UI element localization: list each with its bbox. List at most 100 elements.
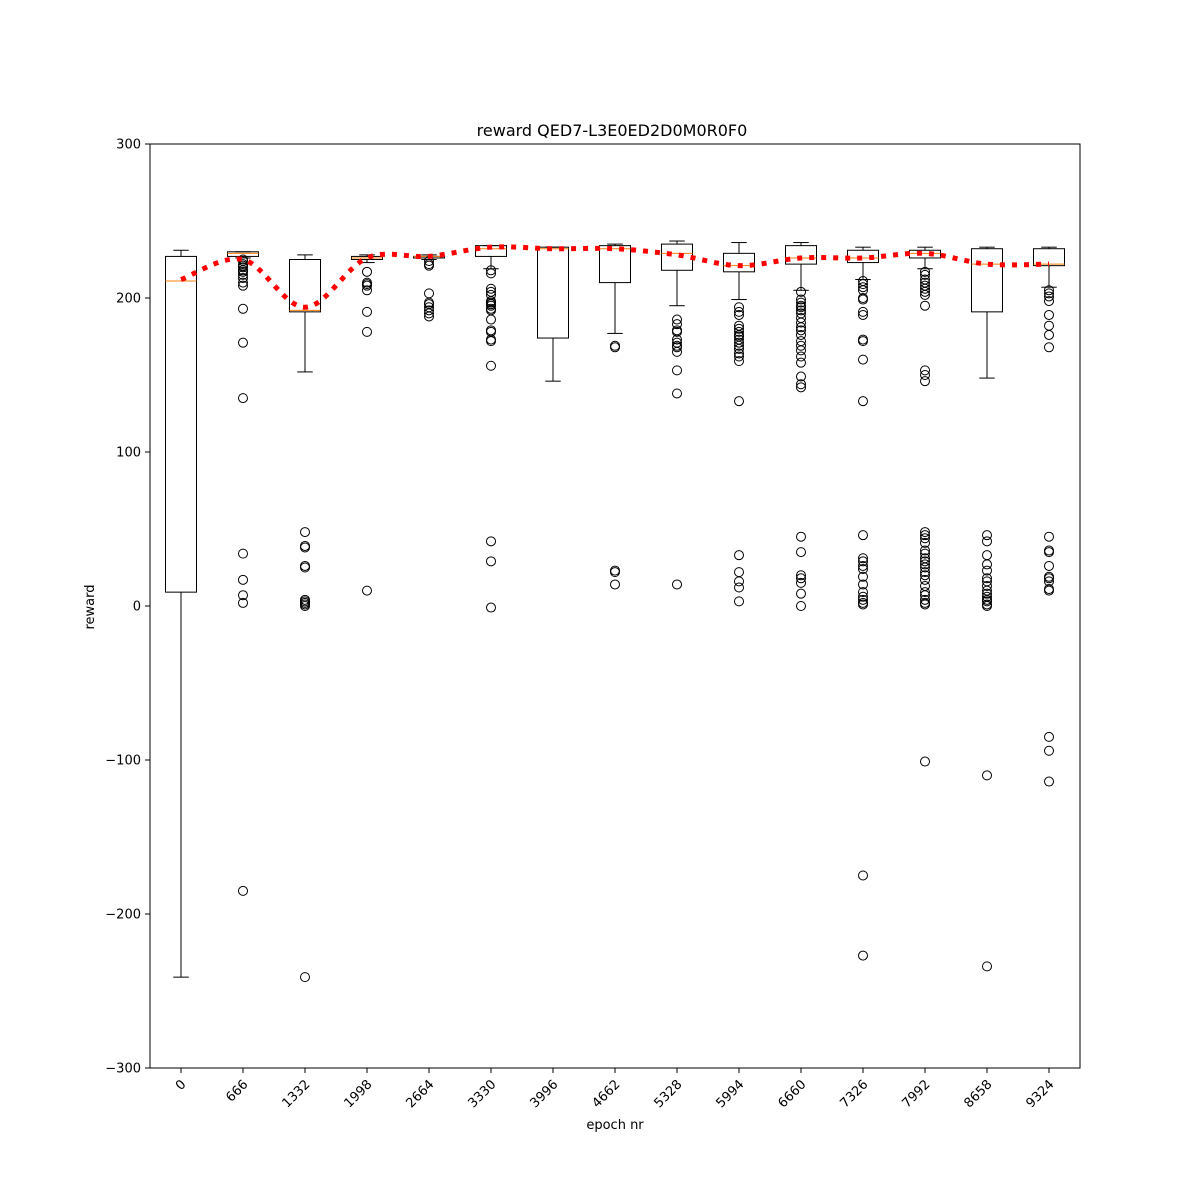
outlier-point	[610, 579, 620, 590]
outlier-point	[238, 597, 248, 608]
x-tick-label: 9324	[1023, 1077, 1057, 1111]
outlier-point	[920, 269, 930, 280]
outlier-point	[1044, 560, 1054, 571]
x-tick-label: 1998	[341, 1077, 375, 1111]
outlier-point	[1044, 745, 1054, 756]
outlier-point	[796, 382, 806, 393]
outlier-point	[424, 305, 434, 316]
outlier-point	[1044, 731, 1054, 742]
outlier-point	[1044, 288, 1054, 299]
outlier-point	[672, 579, 682, 590]
x-tick-label: 5994	[713, 1077, 747, 1111]
x-tick-label: 4662	[589, 1077, 623, 1111]
outlier-point	[1044, 585, 1054, 596]
x-tick-label: 7326	[837, 1077, 871, 1111]
outlier-point	[734, 567, 744, 578]
outlier-point	[982, 559, 992, 570]
outlier-point	[920, 574, 930, 585]
outlier-point	[982, 770, 992, 781]
outlier-point	[920, 266, 930, 277]
outlier-point	[796, 379, 806, 390]
x-axis-label: epoch nr	[586, 1118, 644, 1133]
box	[537, 246, 569, 339]
y-axis-label: reward	[83, 584, 98, 629]
outlier-point	[238, 280, 248, 291]
outlier-point	[238, 337, 248, 348]
outlier-point	[1044, 296, 1054, 307]
outlier-point	[796, 351, 806, 362]
outlier-point	[920, 562, 930, 573]
outlier-point	[858, 564, 868, 575]
outlier-point	[920, 300, 930, 311]
outlier-point	[672, 388, 682, 399]
outlier-point	[982, 601, 992, 611]
y-tick-label: 200	[116, 292, 141, 307]
outlier-point	[300, 972, 310, 983]
box	[599, 245, 631, 284]
outlier-point	[796, 286, 806, 297]
outlier-point	[734, 576, 744, 587]
x-tick-label: 8658	[961, 1077, 995, 1111]
outlier-point	[858, 560, 868, 571]
outlier-point	[858, 279, 868, 290]
outlier-point	[920, 283, 930, 294]
outlier-point	[486, 602, 496, 613]
outlier-point	[858, 870, 868, 881]
outlier-point	[300, 527, 310, 538]
outlier-point	[424, 311, 434, 322]
outlier-point	[858, 591, 868, 602]
outlier-point	[920, 559, 930, 570]
outlier-point	[920, 587, 930, 598]
outlier-point	[858, 553, 868, 564]
outlier-point	[858, 950, 868, 961]
box	[785, 245, 817, 265]
outlier-point	[424, 288, 434, 299]
outlier-point	[362, 306, 372, 317]
outlier-point	[300, 542, 310, 553]
outlier-point	[672, 319, 682, 330]
outlier-point	[672, 365, 682, 376]
outlier-point	[796, 317, 806, 328]
y-tick-label: −100	[105, 754, 141, 769]
outlier-point	[672, 342, 682, 353]
outlier-point	[734, 396, 744, 407]
outlier-point	[858, 282, 868, 293]
x-tick-label: 7992	[899, 1077, 933, 1111]
outlier-point	[486, 300, 496, 311]
outlier-point	[920, 370, 930, 380]
outlier-point	[734, 309, 744, 320]
outlier-point	[858, 599, 868, 610]
outlier-point	[734, 337, 744, 348]
x-tick-label: 666	[223, 1077, 251, 1105]
outlier-point	[734, 343, 744, 354]
outlier-point	[858, 579, 868, 590]
outlier-point	[486, 336, 496, 347]
outlier-point	[238, 574, 248, 585]
outlier-point	[238, 262, 248, 273]
outlier-point	[982, 961, 992, 972]
box	[289, 259, 321, 313]
outlier-point	[796, 345, 806, 356]
x-tick-label: 5328	[651, 1077, 685, 1111]
outlier-point	[982, 530, 992, 541]
outlier-point	[362, 280, 372, 291]
box	[661, 243, 693, 271]
outlier-point	[424, 308, 434, 319]
outlier-point	[486, 360, 496, 371]
box	[971, 248, 1003, 313]
outlier-point	[734, 306, 744, 317]
outlier-point	[362, 285, 372, 296]
y-tick-label: −200	[105, 908, 141, 923]
outlier-point	[486, 556, 496, 567]
outlier-point	[362, 326, 372, 337]
outlier-point	[734, 348, 744, 359]
outlier-point	[858, 354, 868, 365]
outlier-point	[734, 596, 744, 607]
outlier-point	[796, 570, 806, 581]
outlier-point	[858, 306, 868, 317]
outlier-point	[734, 323, 744, 334]
outlier-point	[672, 346, 682, 357]
x-tick-label: 2664	[403, 1077, 437, 1111]
outlier-point	[796, 547, 806, 558]
